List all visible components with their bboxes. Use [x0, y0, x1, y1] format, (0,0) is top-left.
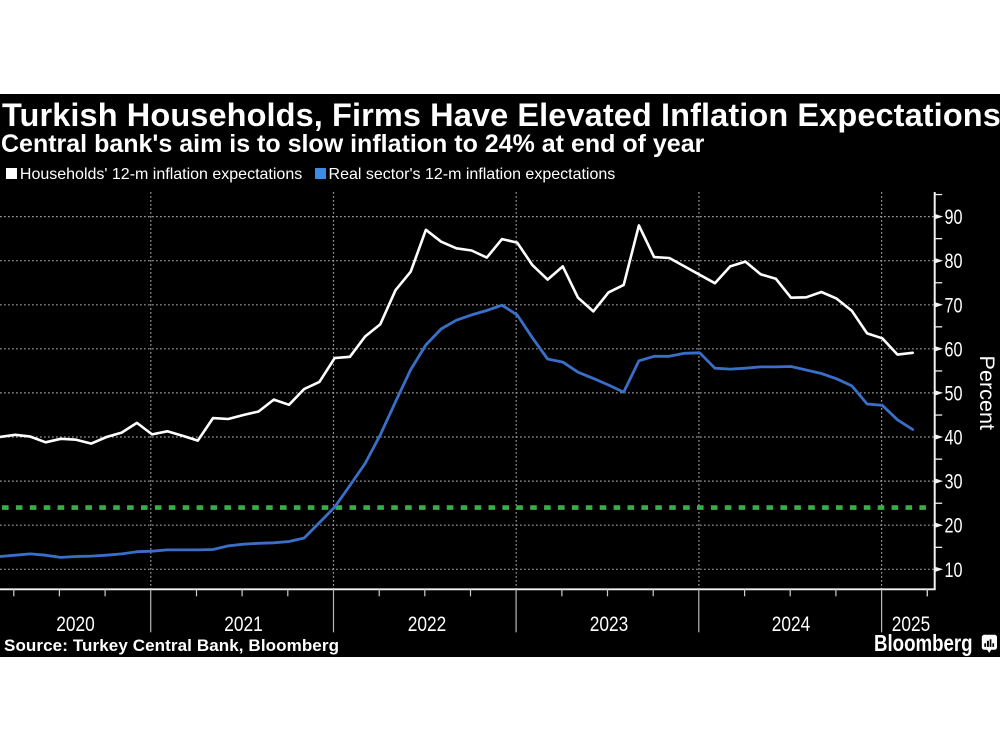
svg-text:2020: 2020 [56, 612, 95, 636]
svg-text:2023: 2023 [590, 612, 629, 636]
svg-text:60: 60 [945, 337, 963, 361]
svg-text:2022: 2022 [408, 612, 447, 636]
svg-text:70: 70 [945, 293, 963, 317]
svg-text:2021: 2021 [224, 612, 263, 636]
svg-text:80: 80 [945, 249, 963, 273]
svg-text:2025: 2025 [892, 612, 931, 636]
svg-text:50: 50 [945, 381, 963, 405]
svg-text:Percent: Percent [975, 356, 999, 431]
svg-text:40: 40 [945, 426, 963, 450]
svg-text:10: 10 [945, 558, 963, 582]
svg-text:30: 30 [945, 470, 963, 494]
svg-text:2024: 2024 [772, 612, 811, 636]
svg-text:90: 90 [945, 205, 963, 229]
svg-text:20: 20 [945, 514, 963, 538]
